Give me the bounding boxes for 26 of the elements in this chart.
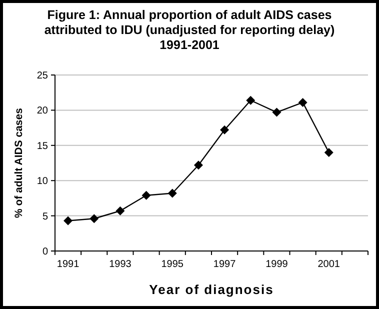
x-tick-label: 2001	[318, 259, 340, 270]
point	[272, 108, 282, 117]
point	[168, 188, 177, 198]
point	[90, 214, 99, 224]
y-tick-label: 0	[42, 246, 48, 258]
y-tick-label: 5	[42, 211, 48, 222]
y-tick-label: 10	[36, 176, 48, 188]
x-tick-label: 1999	[266, 259, 288, 270]
point	[246, 96, 256, 105]
point	[116, 206, 125, 216]
y-tick-label: 15	[36, 140, 48, 152]
point	[194, 160, 203, 170]
x-tick-label: 1991	[56, 259, 80, 270]
y-axis-title: % of adult AIDS cases	[13, 108, 25, 218]
y-tick-label: 25	[36, 70, 48, 82]
x-tick-label: 1997	[213, 259, 236, 270]
x-axis-title: Year of diagnosis	[149, 282, 274, 297]
point	[220, 125, 230, 134]
point	[298, 98, 308, 107]
chart-title: Figure 1: Annual proportion of adult AIDS cases attributed to IDU (unadjusted for reporting delay) 1991-2001	[44, 8, 335, 52]
x-tick-label: 1995	[161, 259, 184, 270]
point	[142, 190, 151, 200]
point	[324, 148, 334, 157]
y-tick-label: 20	[36, 106, 48, 117]
point	[64, 216, 73, 226]
x-tick-label: 1993	[109, 259, 132, 270]
